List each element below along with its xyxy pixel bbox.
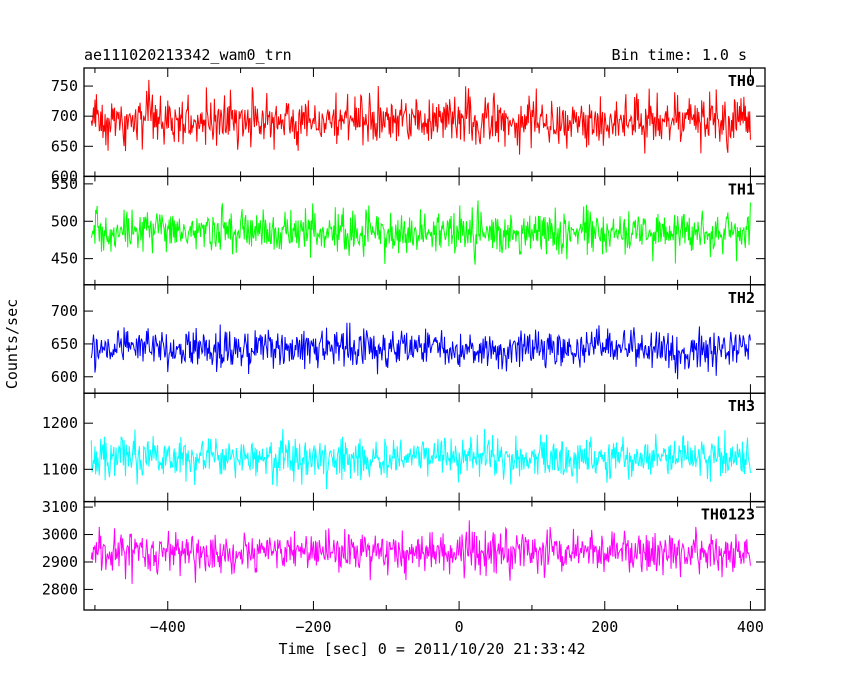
panels-group: 600 650 700 750 TH0 450 500 550 TH1 600 650 700 TH2 1… (42, 67, 766, 636)
x-tick-label-0: −400 (150, 618, 186, 636)
chart-title: ae111020213342_wam0_trn (84, 46, 292, 64)
panel-frame-th3 (83, 392, 766, 503)
panel-frame-th1 (83, 175, 766, 286)
panel-label-th2: TH2 (728, 289, 755, 307)
y-tick-label-th0-1: 650 (51, 137, 78, 155)
series-line-th2 (90, 322, 751, 380)
panel-label-th1: TH1 (728, 180, 755, 198)
y-tick-label-th0123-0: 2800 (42, 580, 78, 598)
bin-time-label: Bin time: 1.0 s (612, 46, 747, 64)
y-tick-label-th2-2: 700 (51, 302, 78, 320)
y-tick-label-th0-2: 700 (51, 107, 78, 125)
y-tick-label-th1-0: 450 (51, 250, 78, 268)
y-tick-label-th1-2: 550 (51, 175, 78, 193)
y-tick-label-th0123-3: 3100 (42, 498, 78, 516)
y-tick-label-th0-3: 750 (51, 77, 78, 95)
x-axis-label: Time [sec] 0 = 2011/10/20 21:33:42 (278, 640, 585, 658)
series-line-th3 (90, 428, 751, 490)
x-tick-label-2: 0 (455, 618, 464, 636)
series-line-th1 (90, 200, 751, 265)
panel-frame-th0123 (83, 500, 766, 611)
y-tick-label-th3-0: 1100 (42, 460, 78, 478)
x-tick-label-4: 400 (737, 618, 764, 636)
y-tick-label-th3-1: 1200 (42, 414, 78, 432)
x-tick-label-1: −200 (295, 618, 331, 636)
y-tick-label-th2-1: 650 (51, 335, 78, 353)
y-tick-label-th2-0: 600 (51, 368, 78, 386)
panel-label-th3: TH3 (728, 397, 755, 415)
panel-label-th0123: TH0123 (701, 506, 755, 524)
x-tick-label-3: 200 (591, 618, 618, 636)
series-line-th0123 (90, 520, 751, 584)
y-tick-label-th0-0: 600 (51, 167, 78, 185)
y-tick-label-th0123-2: 3000 (42, 526, 78, 544)
y-tick-label-th0123-1: 2900 (42, 553, 78, 571)
series-line-th0 (90, 79, 751, 155)
y-axis-label: Counts/sec (3, 299, 21, 389)
y-tick-label-th1-1: 500 (51, 212, 78, 230)
panel-label-th0: TH0 (728, 72, 755, 90)
